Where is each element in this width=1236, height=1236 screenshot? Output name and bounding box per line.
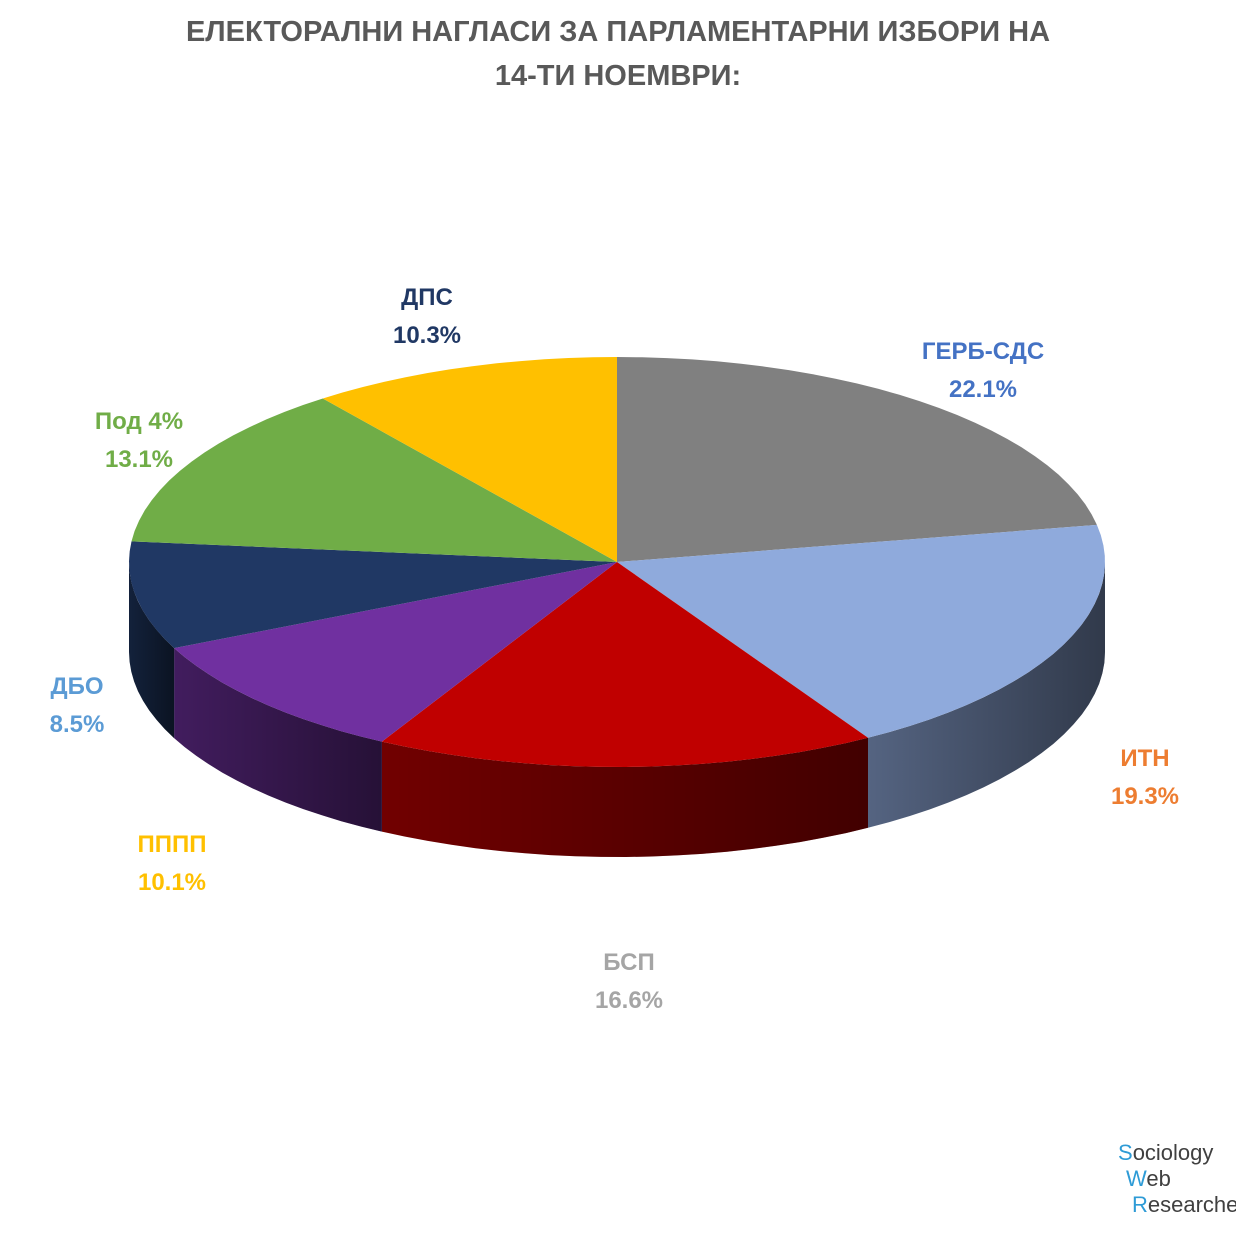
slice-label-dps: ДПС 10.3% [393, 279, 461, 355]
pie-slice-пппп [174, 562, 617, 742]
pie-slice-бсп [381, 562, 868, 767]
slice-value: 8.5% [49, 711, 105, 738]
slice-label-itn: ИТН 19.3% [1111, 740, 1179, 816]
pie-sides [129, 562, 1105, 857]
slice-name: ДБО [50, 673, 104, 700]
slice-value: 19.3% [1110, 783, 1180, 810]
pie-slice-итн [617, 524, 1105, 738]
slice-name: Под 4% [94, 408, 184, 435]
watermark-line-1: Sociology [1118, 1140, 1214, 1165]
slice-value: 10.1% [137, 869, 207, 896]
pie-slice-дбо [129, 541, 617, 649]
pie-side-shade-бсп [381, 737, 868, 857]
slice-name: ДПС [401, 284, 453, 311]
pie-side-shade-пппп [174, 648, 382, 832]
watermark-line-3: Researcher [1132, 1192, 1236, 1217]
slice-value: 10.3% [392, 322, 462, 349]
slice-label-bsp: БСП 16.6% [595, 944, 663, 1020]
pie-side-shade-итн [868, 562, 1105, 828]
pie-tops [129, 357, 1105, 767]
slice-value: 22.1% [948, 376, 1018, 403]
slice-label-pod-4: Под 4% 13.1% [95, 403, 183, 479]
chart-title-line-1: ЕЛЕКТОРАЛНИ НАГЛАСИ ЗА ПАРЛАМЕНТАРНИ ИЗБ… [185, 16, 1051, 48]
pie-slice-дпс [322, 357, 617, 562]
chart-title: ЕЛЕКТОРАЛНИ НАГЛАСИ ЗА ПАРЛАМЕНТАРНИ ИЗБ… [0, 10, 1236, 98]
slice-name: БСП [603, 949, 655, 976]
slice-value: 16.6% [594, 987, 664, 1014]
chart-title-line-2: 14-ТИ НОЕМВРИ: [494, 60, 742, 92]
slice-label-gerb-sds: ГЕРБ-СДС 22.1% [922, 333, 1044, 409]
pie-slice-герб-сдс [617, 357, 1097, 562]
slice-value: 13.1% [104, 446, 174, 473]
pie-side-shade-дбо [129, 562, 175, 739]
slice-name: ИТН [1120, 745, 1170, 772]
slice-label-pppp: ПППП 10.1% [138, 826, 207, 902]
slice-name: ПППП [137, 831, 207, 858]
slice-name: ГЕРБ-СДС [921, 338, 1045, 365]
pie-slice-под-4- [131, 398, 617, 562]
watermark-line-2: Web [1126, 1166, 1171, 1191]
slice-label-dbo: ДБО 8.5% [50, 668, 105, 744]
watermark-logo: Sociology Web Researcher [1118, 1140, 1236, 1218]
